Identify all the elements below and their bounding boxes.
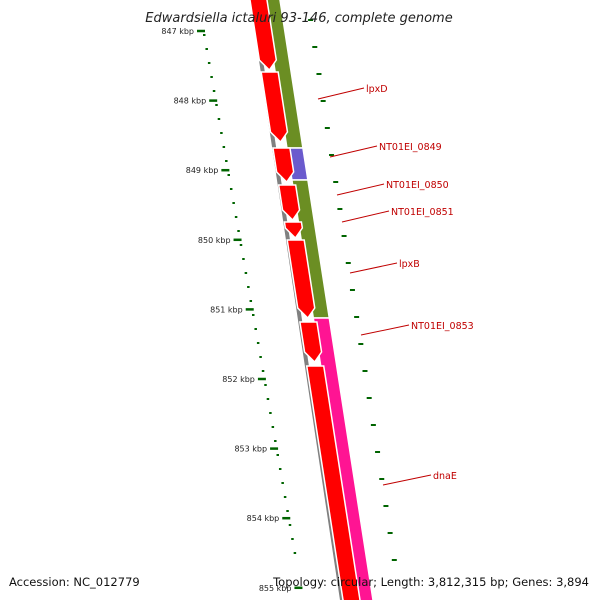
cds-track-layer [249, 0, 361, 600]
gene-leader-line [349, 262, 398, 274]
gene-leader-line [360, 324, 410, 336]
gene-leader-line [341, 210, 390, 223]
tick-label: 848 kbp [174, 97, 207, 106]
cds-arrow-3 [272, 147, 295, 184]
summary-text: Topology: circular; Length: 3,812,315 bp… [272, 575, 589, 589]
gene-label[interactable]: lpxD [366, 84, 388, 95]
gene-leader-line [317, 87, 365, 100]
gene-label[interactable]: NT01EI_0850 [386, 180, 449, 191]
cds-arrow-5 [283, 221, 304, 240]
tick-label: 854 kbp [247, 514, 280, 523]
tick-label: 855 kbp [259, 584, 292, 593]
gene-leader-line [329, 145, 378, 158]
cds-arrow-6 [286, 239, 316, 320]
gene-label[interactable]: NT01EI_0849 [379, 142, 442, 153]
tick-label: 853 kbp [234, 445, 267, 454]
gene-label[interactable]: NT01EI_0853 [411, 321, 474, 332]
gene-label[interactable]: dnaE [433, 471, 457, 482]
tick-label-layer: 847 kbp 848 kbp 849 kbp 850 kbp 851 kbp 852 k… [161, 27, 291, 593]
cds-arrow-4 [277, 184, 301, 222]
tick-label: 847 kbp [161, 27, 194, 36]
tick-label: 851 kbp [210, 305, 243, 314]
gene-label-layer: lpxD NT01EI_0849 NT01EI_0850 NT01EI_0851lpx… [317, 84, 474, 486]
tick-label: 849 kbp [186, 166, 219, 175]
genome-title: Edwardsiella ictaluri 93-146, complete g… [145, 11, 452, 26]
gene-leader-line [336, 183, 385, 196]
cds-arrow-7 [299, 321, 323, 364]
accession-text: Accession: NC_012779 [9, 575, 140, 589]
gene-leader-line [382, 474, 432, 486]
tick-label: 852 kbp [222, 375, 255, 384]
cds-arrow-2 [260, 71, 289, 144]
gene-label[interactable]: NT01EI_0851 [391, 207, 454, 218]
cds-arrow-8 [305, 365, 361, 600]
cds-arrow-1 [249, 0, 278, 72]
tick-layer [197, 19, 397, 590]
gene-label[interactable]: lpxB [399, 259, 420, 270]
tick-label: 850 kbp [198, 236, 231, 245]
